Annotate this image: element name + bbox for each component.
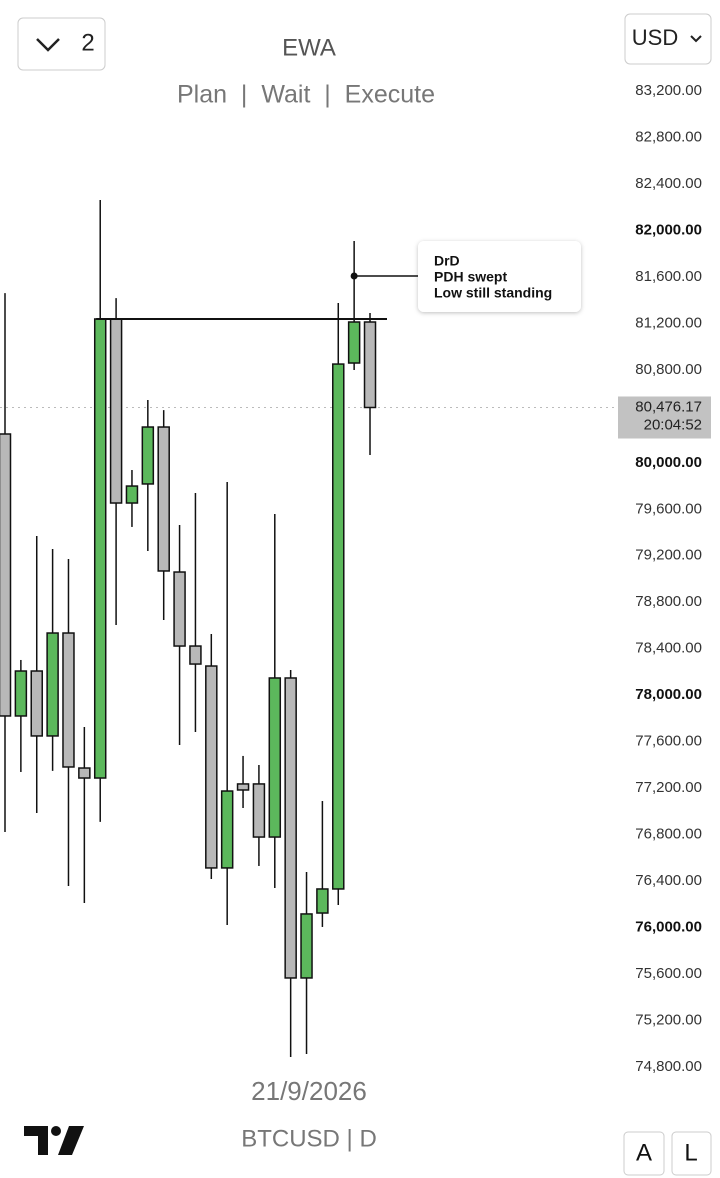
y-tick-label: 82,400.00	[635, 175, 702, 192]
plot-area: 83,200.00 82,800.00 82,400.00 82,000.00 81,6…	[0, 82, 711, 1075]
y-tick-label: 74,800.00	[635, 1058, 702, 1075]
currency: USD	[632, 25, 678, 50]
date: 21/9/2026	[251, 1076, 367, 1106]
interval-count: 2	[81, 29, 94, 56]
last-price-box	[618, 396, 711, 439]
y-tick-label: 78,000.00	[635, 686, 702, 703]
candle-body	[46, 632, 59, 737]
y-tick-label: 78,400.00	[635, 640, 702, 657]
annotation-text: PDH swept	[434, 269, 507, 285]
candle-body	[78, 767, 91, 779]
button-label: A	[636, 1139, 652, 1166]
candle-body	[300, 913, 313, 979]
y-tick-label: 76,400.00	[635, 872, 702, 889]
button-label: L	[684, 1139, 697, 1166]
symbol: BTCUSD | D	[241, 1125, 377, 1152]
y-tick-label: 80,000.00	[635, 454, 702, 471]
candle-body	[93, 318, 107, 779]
tv-logo	[24, 1126, 84, 1155]
candle-body	[157, 426, 170, 572]
countdown: 20:04:52	[644, 416, 702, 433]
candle-body	[189, 645, 202, 665]
y-tick-label: 75,600.00	[635, 965, 702, 982]
last-price-label: 80,476.17	[635, 398, 702, 415]
candle-body	[284, 677, 297, 979]
chevron-icon	[36, 38, 60, 52]
candle-body	[173, 571, 186, 647]
candle-body	[363, 321, 377, 409]
chevron-icon	[690, 35, 702, 43]
candle-body	[30, 670, 43, 737]
y-tick-label: 81,600.00	[635, 268, 702, 285]
y-tick-label: 77,200.00	[635, 779, 702, 796]
annotation-text: Low still standing	[434, 285, 552, 301]
candle-body	[220, 790, 234, 869]
y-tick-label: 80,800.00	[635, 361, 702, 378]
y-tick-label: 76,800.00	[635, 826, 702, 843]
candle-body	[141, 426, 155, 485]
candle-body	[236, 783, 250, 791]
candle-body	[109, 318, 123, 504]
annotation-text: DrD	[434, 253, 460, 269]
y-tick-label: 76,000.00	[635, 919, 702, 936]
y-tick-label: 82,000.00	[635, 221, 702, 238]
candle-body	[205, 665, 218, 869]
y-tick-label: 79,600.00	[635, 500, 702, 517]
y-tick-label: 81,200.00	[635, 314, 702, 331]
button[interactable]	[671, 1131, 712, 1176]
y-tick-label: 78,800.00	[635, 593, 702, 610]
annotation-box	[418, 241, 581, 312]
title: EWA	[282, 34, 336, 61]
candle-body	[316, 888, 329, 914]
annotation-dot	[350, 272, 358, 280]
candle-body	[0, 433, 12, 717]
button[interactable]	[623, 1131, 665, 1176]
y-tick-label: 77,600.00	[635, 733, 702, 750]
candle-body	[332, 363, 345, 890]
interval-dropdown[interactable]	[17, 17, 106, 71]
candle-body	[125, 485, 139, 504]
candle-body	[347, 321, 361, 364]
y-tick-label: 75,200.00	[635, 1011, 702, 1028]
currency-dropdown[interactable]	[624, 13, 712, 65]
y-tick-label: 83,200.00	[635, 82, 702, 99]
subtitle: Plan | Wait | Execute	[177, 81, 435, 109]
candle-body	[62, 632, 75, 768]
candle-body	[252, 783, 266, 838]
candle-body	[14, 670, 28, 717]
y-tick-label: 79,200.00	[635, 547, 702, 564]
candle-body	[268, 677, 282, 838]
y-tick-label: 82,800.00	[635, 128, 702, 145]
